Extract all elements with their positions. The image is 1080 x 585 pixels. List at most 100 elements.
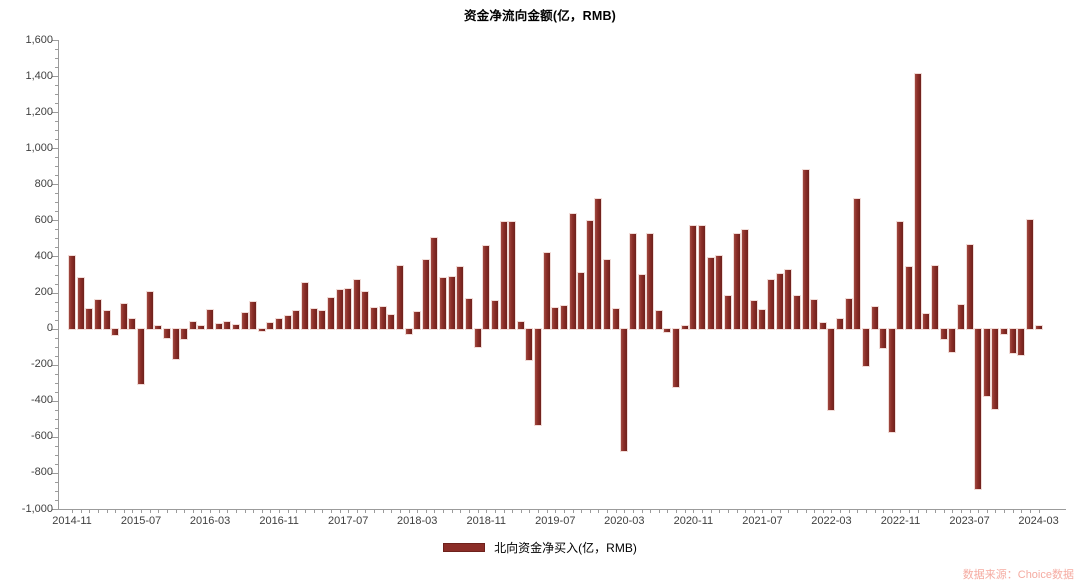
bar-2022-06[interactable] (854, 198, 861, 329)
bar-2023-03[interactable] (932, 266, 938, 329)
bar-2022-02[interactable] (819, 322, 826, 329)
bar-2020-02[interactable] (612, 308, 619, 329)
bar-2023-04[interactable] (940, 328, 947, 339)
bar-2023-12[interactable] (1009, 328, 1016, 353)
bar-2016-12[interactable] (284, 316, 291, 329)
bar-2021-11[interactable] (793, 295, 800, 329)
bar-2021-07[interactable] (759, 309, 766, 329)
bar-2023-07[interactable] (966, 245, 973, 329)
bar-2020-12[interactable] (698, 226, 705, 329)
bar-2022-08[interactable] (871, 306, 878, 329)
bar-2020-09[interactable] (673, 328, 680, 388)
bar-2021-06[interactable] (750, 301, 757, 329)
bar-2017-07[interactable] (345, 288, 352, 329)
bar-2021-04[interactable] (733, 233, 740, 329)
bar-2018-06[interactable] (440, 278, 447, 329)
bar-2021-03[interactable] (724, 295, 731, 329)
bar-2022-01[interactable] (811, 299, 818, 329)
bar-2019-08[interactable] (560, 305, 567, 329)
bar-2016-05[interactable] (224, 321, 231, 329)
bar-2019-04[interactable] (526, 328, 533, 361)
bar-2016-06[interactable] (232, 324, 239, 329)
bar-2015-12[interactable] (181, 328, 188, 339)
bar-2018-09[interactable] (465, 298, 472, 329)
bar-2017-12[interactable] (388, 314, 395, 329)
bar-2019-05[interactable] (535, 328, 542, 425)
bar-2023-08[interactable] (975, 328, 982, 490)
bar-2023-11[interactable] (1001, 328, 1008, 335)
bar-2018-08[interactable] (457, 266, 464, 329)
bar-2021-08[interactable] (768, 279, 775, 329)
bar-2014-11[interactable] (69, 256, 75, 329)
bar-2016-07[interactable] (241, 313, 248, 329)
bar-2016-01[interactable] (189, 322, 196, 329)
bar-2017-11[interactable] (379, 307, 386, 329)
bar-2019-11[interactable] (586, 221, 593, 329)
bar-2015-02[interactable] (94, 300, 101, 329)
bar-2017-09[interactable] (362, 291, 369, 329)
bar-2024-03[interactable] (1035, 325, 1042, 329)
bar-2019-01[interactable] (500, 221, 507, 329)
bar-2017-04[interactable] (319, 310, 326, 329)
bar-2021-05[interactable] (742, 229, 749, 329)
bar-2023-09[interactable] (983, 328, 990, 397)
bar-2020-08[interactable] (664, 328, 671, 332)
bar-2016-02[interactable] (198, 325, 205, 329)
bar-2016-03[interactable] (207, 309, 214, 329)
bar-2015-08[interactable] (146, 291, 153, 329)
bar-2019-12[interactable] (595, 199, 602, 329)
bar-2022-09[interactable] (880, 328, 887, 348)
bar-2016-10[interactable] (267, 323, 274, 329)
bar-2015-11[interactable] (172, 328, 179, 359)
bar-2016-11[interactable] (276, 318, 283, 329)
bar-2024-02[interactable] (1026, 220, 1033, 329)
bar-2015-03[interactable] (103, 310, 110, 329)
bar-2022-07[interactable] (862, 328, 869, 366)
bar-2016-08[interactable] (250, 302, 257, 329)
bar-2021-02[interactable] (716, 255, 723, 329)
bar-2015-05[interactable] (120, 303, 127, 329)
bar-2022-04[interactable] (837, 318, 844, 329)
bar-2018-07[interactable] (448, 277, 455, 329)
bar-2018-04[interactable] (422, 260, 429, 329)
bar-2023-05[interactable] (949, 328, 956, 353)
bar-2015-10[interactable] (163, 328, 170, 338)
bar-2015-01[interactable] (86, 308, 93, 329)
bar-2014-12[interactable] (77, 277, 84, 329)
bar-2017-01[interactable] (293, 310, 300, 329)
bar-2020-04[interactable] (629, 233, 636, 329)
bar-2018-03[interactable] (414, 312, 421, 329)
bar-2018-02[interactable] (405, 328, 412, 334)
legend-label[interactable]: 北向资金净买入(亿，RMB) (494, 541, 637, 555)
bar-2020-07[interactable] (655, 310, 662, 329)
bar-2020-10[interactable] (681, 325, 688, 329)
bar-2015-06[interactable] (129, 319, 136, 329)
bar-2020-03[interactable] (621, 328, 628, 452)
bar-2019-06[interactable] (543, 253, 550, 329)
bar-2017-06[interactable] (336, 290, 343, 329)
bar-2018-05[interactable] (431, 237, 438, 329)
bar-2021-09[interactable] (776, 273, 783, 329)
bar-2018-12[interactable] (491, 301, 498, 329)
bar-2015-04[interactable] (112, 328, 119, 336)
bar-2019-07[interactable] (552, 307, 559, 329)
bar-2023-01[interactable] (914, 74, 921, 329)
bar-2020-05[interactable] (638, 275, 645, 329)
bar-2018-01[interactable] (396, 266, 403, 329)
bar-2018-10[interactable] (474, 328, 481, 347)
bar-2023-06[interactable] (957, 304, 964, 329)
bar-2020-01[interactable] (604, 260, 611, 329)
bar-2023-10[interactable] (992, 328, 999, 409)
bar-2022-05[interactable] (845, 299, 852, 329)
bar-2023-02[interactable] (923, 313, 930, 329)
bar-2017-05[interactable] (327, 297, 334, 329)
bar-2019-10[interactable] (578, 272, 585, 329)
bar-2016-04[interactable] (215, 324, 222, 329)
bar-2018-11[interactable] (483, 245, 490, 329)
bar-2024-01[interactable] (1018, 328, 1025, 356)
bar-2015-07[interactable] (138, 328, 145, 384)
bar-2021-12[interactable] (802, 170, 809, 329)
bar-2021-01[interactable] (707, 258, 714, 329)
bar-2021-10[interactable] (785, 270, 792, 329)
bar-2017-10[interactable] (371, 308, 378, 329)
